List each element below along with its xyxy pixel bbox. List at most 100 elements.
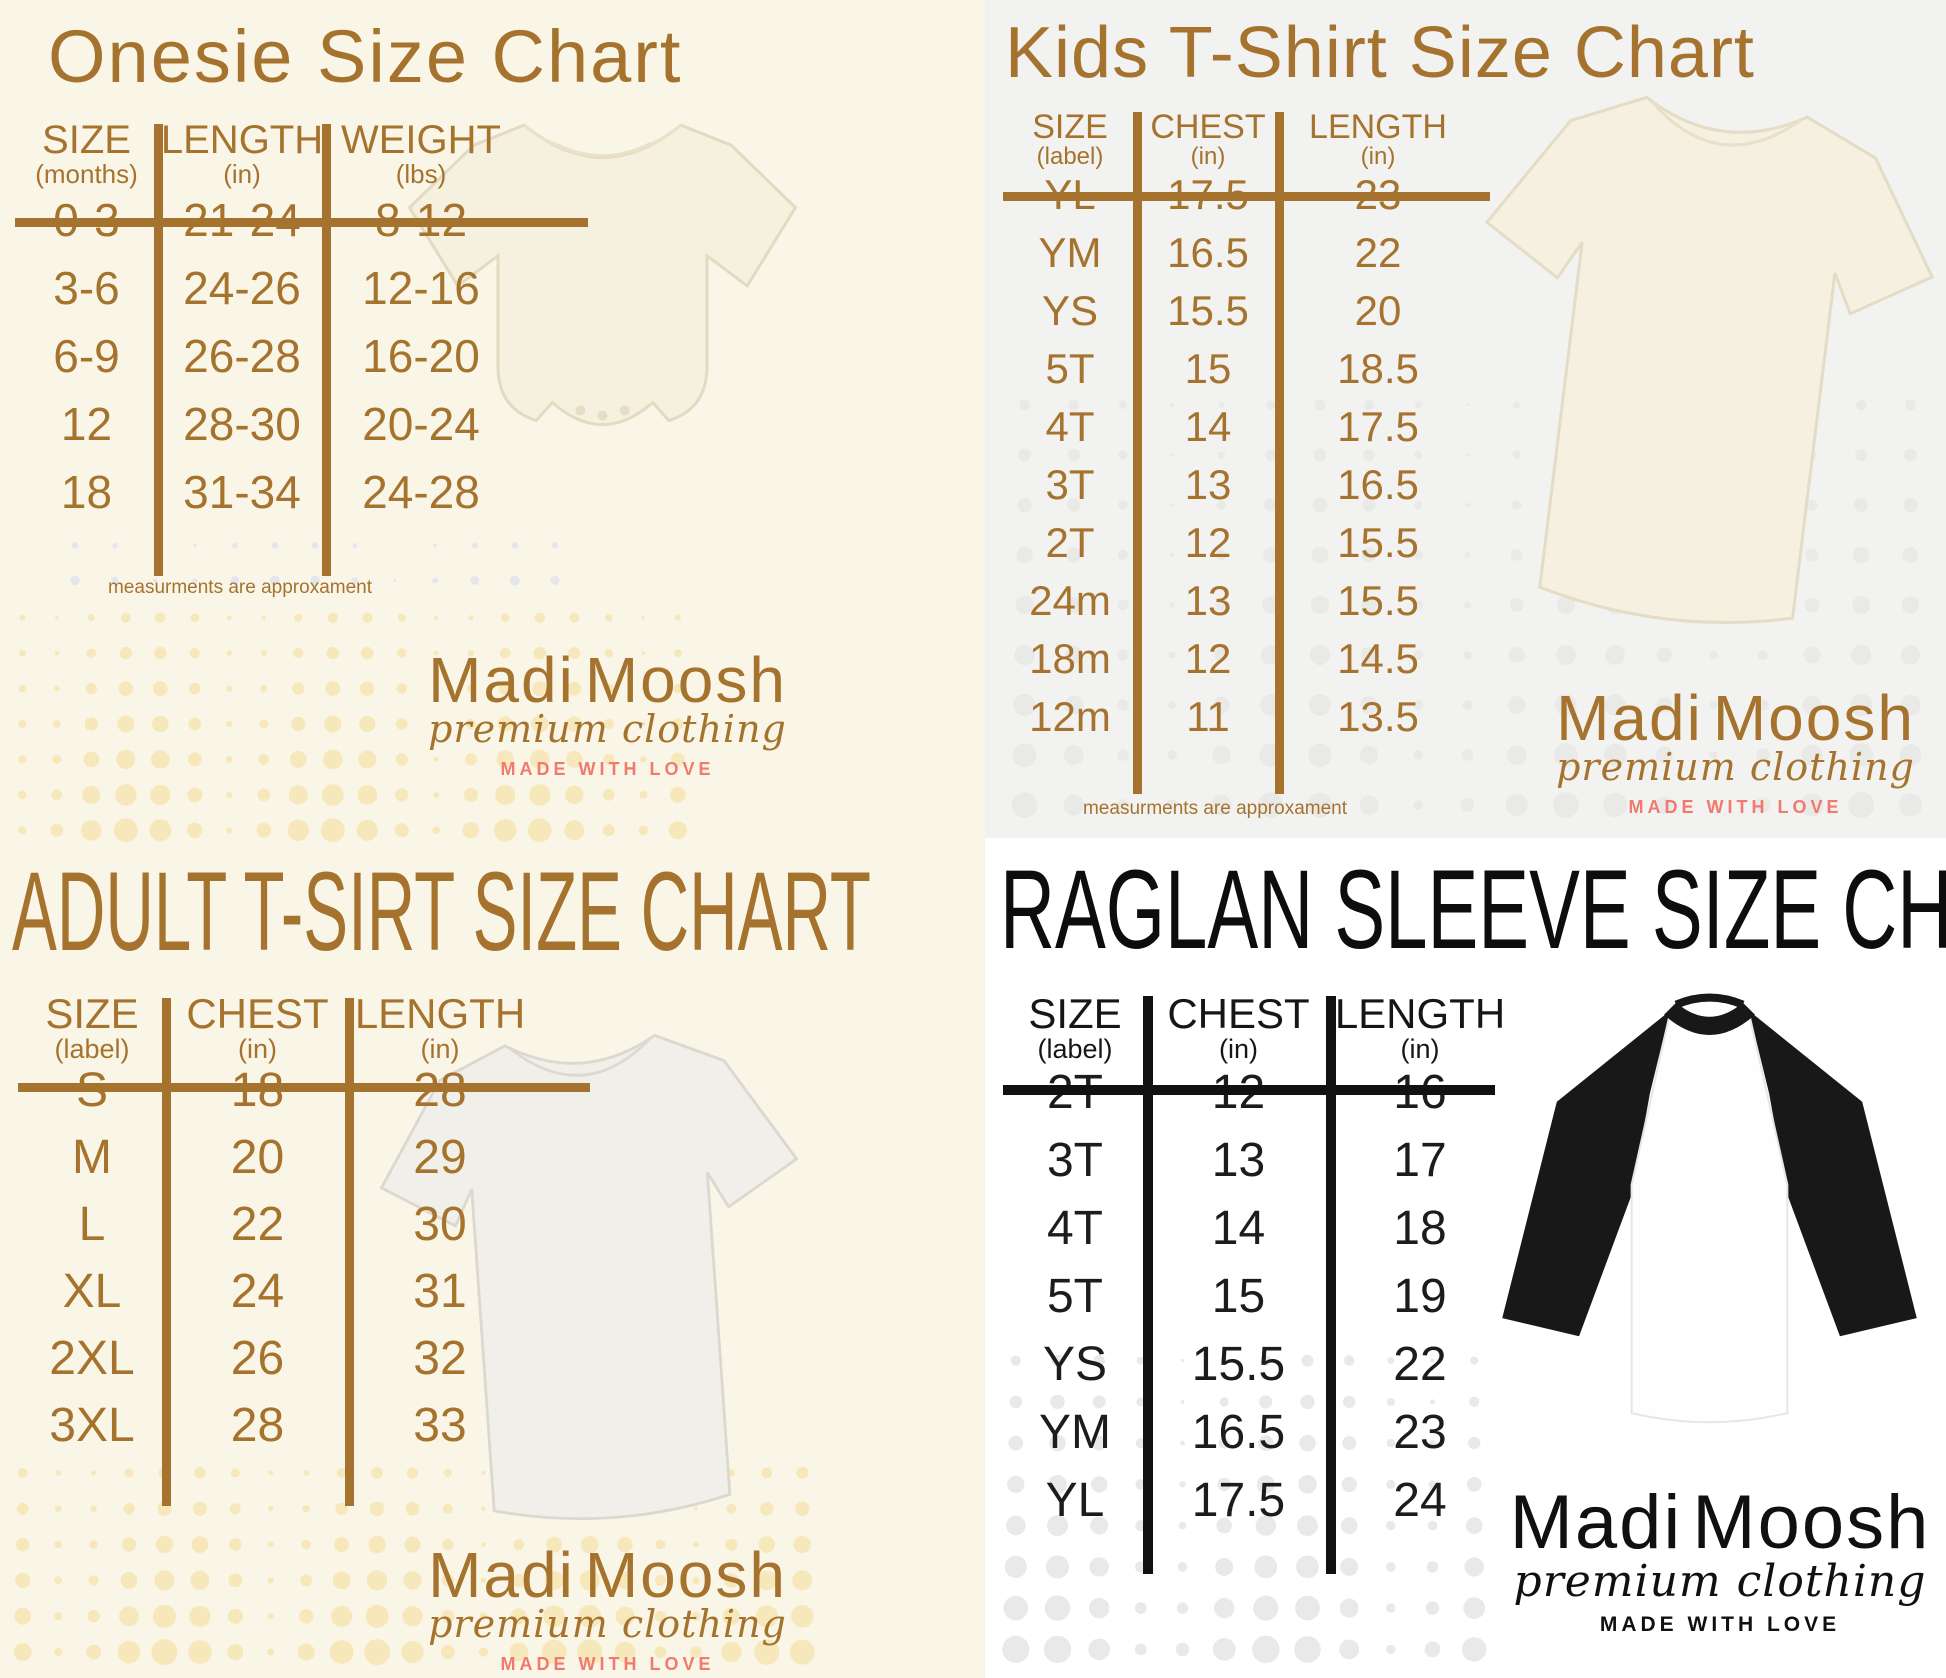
size-cell: YL [1045, 1473, 1105, 1527]
brand-motto: MADE WITH LOVE [500, 1654, 715, 1675]
table-divider [1275, 112, 1284, 794]
table-header-rule [1003, 192, 1490, 201]
size-cell: 18.5 [1337, 345, 1419, 392]
column-header: CHEST (in) [186, 990, 329, 1064]
size-cell: M [72, 1131, 112, 1184]
brand-tagline: premium clothing [1513, 1555, 1927, 1607]
adult-chart-title: ADULT T-SIRT SIZE CHART [12, 849, 871, 974]
size-cell: 2XL [49, 1332, 135, 1385]
column-header: LENGTH (in) [160, 118, 324, 189]
table-divider [154, 124, 163, 576]
size-cell: 28-30 [183, 398, 301, 450]
size-cell: L [78, 1198, 106, 1251]
size-cell: 28 [230, 1399, 285, 1452]
size-cell: 15 [1184, 345, 1232, 392]
raglan-shirt-image [1502, 993, 1917, 1424]
size-cell: 12m [1029, 693, 1111, 740]
raglan-size-table: SIZE(label)CHEST(in)LENGTH(in)2T12163T13… [1003, 990, 1505, 1574]
size-cell: 12-16 [362, 262, 480, 314]
size-cell: 13 [1184, 461, 1232, 508]
table-divider [345, 998, 354, 1506]
size-cell: 15 [1211, 1269, 1266, 1323]
adult-size-table: SIZE(label)CHEST(in)LENGTH(in)S1828M2029… [18, 990, 590, 1506]
size-cell: 14 [1211, 1201, 1266, 1255]
size-cell: 13 [1211, 1133, 1266, 1187]
brand-name: Madi Moosh [1509, 1480, 1931, 1565]
size-cell: XL [62, 1265, 122, 1318]
size-cell: 12 [1184, 635, 1232, 682]
size-cell: 14.5 [1337, 635, 1419, 682]
brand-name: Madi Moosh [428, 644, 787, 716]
size-cell: YS [1042, 1337, 1108, 1391]
size-cell: 4T [1045, 403, 1095, 450]
table-divider [1133, 112, 1142, 794]
size-cell: YM [1038, 229, 1102, 276]
size-cell: 17.5 [1337, 403, 1419, 450]
column-header: WEIGHT (lbs) [341, 118, 501, 189]
column-header: SIZE (label) [1028, 990, 1122, 1064]
size-cell: 24m [1029, 577, 1111, 624]
table-divider [162, 998, 171, 1506]
size-cell: 20 [1354, 287, 1402, 334]
size-cell: 5T [1045, 345, 1095, 392]
size-cell: 4T [1046, 1201, 1103, 1255]
column-header: CHEST (in) [1167, 990, 1310, 1064]
size-cell: 24-28 [362, 466, 480, 518]
size-cell: 2T [1045, 519, 1095, 566]
size-cell: 3XL [49, 1399, 135, 1452]
size-cell: 22 [1354, 229, 1402, 276]
onesie-chart-title: Onesie Size Chart [48, 15, 683, 98]
brand-name: Madi Moosh [428, 1539, 787, 1611]
table-header-rule [15, 218, 588, 227]
column-header: CHEST (in) [1150, 108, 1266, 170]
brand-tagline: premium clothing [428, 1602, 787, 1647]
madimoosh-logo: Madi Moosh premium clothing MADE WITH LOV… [420, 1539, 795, 1675]
column-header: SIZE (months) [35, 118, 138, 189]
brand-motto: MADE WITH LOVE [1628, 797, 1843, 818]
size-cell: 22 [1393, 1337, 1447, 1391]
size-cell: 24 [1393, 1473, 1447, 1527]
table-divider [1326, 996, 1336, 1574]
size-cell: 31-34 [183, 466, 301, 518]
size-cell: 24 [230, 1265, 285, 1318]
size-cell: 12 [1184, 519, 1232, 566]
size-cell: 13.5 [1337, 693, 1419, 740]
column-header: SIZE (label) [1032, 108, 1108, 170]
size-cell: 6-9 [53, 330, 120, 382]
size-cell: 22 [230, 1198, 285, 1251]
size-cell: 16.5 [1191, 1405, 1286, 1459]
table-header-rule [18, 1083, 590, 1092]
size-cell: YS [1041, 287, 1099, 334]
madimoosh-logo: Madi Moosh premium clothing MADE WITH LOV… [1548, 685, 1923, 818]
kids-chart-title: Kids T-Shirt Size Chart [1005, 13, 1755, 93]
size-cell: 13 [1184, 577, 1232, 624]
size-cell: 15.5 [1337, 519, 1419, 566]
size-cell: 24-26 [183, 262, 301, 314]
size-cell: 20 [230, 1131, 285, 1184]
brand-tagline: premium clothing [1556, 745, 1915, 790]
size-cell: 11 [1186, 693, 1230, 740]
table-divider [322, 124, 331, 576]
size-cell: 3T [1045, 461, 1095, 508]
size-cell: 15.5 [1167, 287, 1249, 334]
size-cell: 18 [1393, 1201, 1447, 1255]
table-header-rule [1003, 1085, 1495, 1095]
kids-tshirt-image [1484, 95, 1935, 624]
size-cell: 3-6 [53, 262, 120, 314]
size-cell: 31 [413, 1265, 467, 1318]
size-cell: 17 [1393, 1133, 1447, 1187]
size-cell: 17.5 [1191, 1473, 1286, 1527]
size-cell: 29 [413, 1131, 467, 1184]
kids-size-table: SIZE(label)CHEST(in)LENGTH(in)YL17.523YM… [1003, 108, 1490, 794]
size-cell: 26-28 [183, 330, 301, 382]
size-cell: 16-20 [362, 330, 480, 382]
size-cell: 26 [230, 1332, 285, 1385]
size-cell: 12 [60, 398, 113, 450]
brand-motto: MADE WITH LOVE [500, 759, 715, 780]
size-cell: 30 [413, 1198, 467, 1251]
size-cell: 16.5 [1337, 461, 1419, 508]
column-header: SIZE (label) [45, 990, 139, 1064]
onesie-image [407, 123, 798, 427]
brand-tagline: premium clothing [428, 707, 787, 752]
